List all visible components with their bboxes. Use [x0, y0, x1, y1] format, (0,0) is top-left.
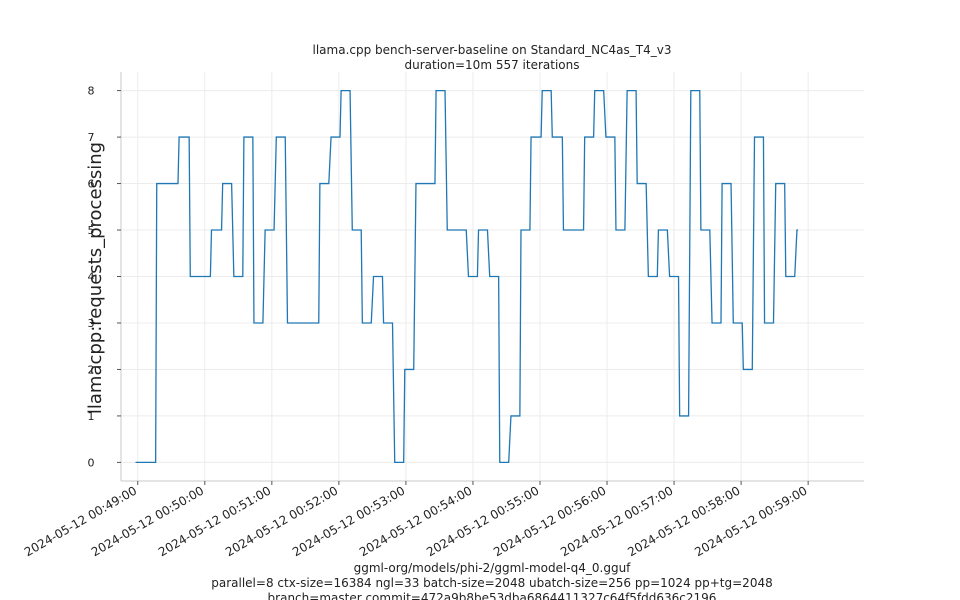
x-tick-label: 2024-05-12 00:49:00 [22, 483, 139, 559]
x-axis-label-line-3: branch=master commit=472a9b8be53dba68644… [268, 591, 717, 600]
x-tick-label: 2024-05-12 00:55:00 [424, 483, 541, 559]
x-tick-label: 2024-05-12 00:52:00 [223, 483, 340, 559]
y-tick-label: 5 [88, 224, 95, 237]
y-tick-label: 6 [88, 178, 95, 191]
x-tick-label: 2024-05-12 00:59:00 [692, 483, 809, 559]
x-tick-label: 2024-05-12 00:53:00 [290, 483, 407, 559]
x-tick-label: 2024-05-12 00:54:00 [357, 483, 474, 559]
x-tick-label: 2024-05-12 00:57:00 [558, 483, 675, 559]
y-tick-label: 0 [88, 456, 95, 469]
x-axis-label-line-1: ggml-org/models/phi-2/ggml-model-q4_0.gg… [354, 561, 632, 575]
y-tick-label: 1 [88, 410, 95, 423]
y-tick-label: 8 [88, 85, 95, 98]
chart-subtitle: duration=10m 557 iterations [405, 58, 580, 72]
x-axis-label-line-2: parallel=8 ctx-size=16384 ngl=33 batch-s… [211, 576, 772, 590]
x-tick-label: 2024-05-12 00:56:00 [491, 483, 608, 559]
series-line [135, 89, 799, 464]
x-tick-label: 2024-05-12 00:50:00 [89, 483, 206, 559]
y-tick-label: 3 [88, 317, 95, 330]
y-tick-label: 4 [88, 271, 95, 284]
y-tick-label: 2 [88, 363, 95, 376]
y-tick-labels: 0 1 2 3 4 5 6 7 8 [88, 85, 121, 469]
x-tick-label: 2024-05-12 00:51:00 [156, 483, 273, 559]
chart-title: llama.cpp bench-server-baseline on Stand… [313, 43, 672, 57]
y-axis-label: llamacpp:requests_processing [85, 142, 106, 414]
y-tick-label: 7 [88, 131, 95, 144]
x-tick-label: 2024-05-12 00:58:00 [625, 483, 742, 559]
